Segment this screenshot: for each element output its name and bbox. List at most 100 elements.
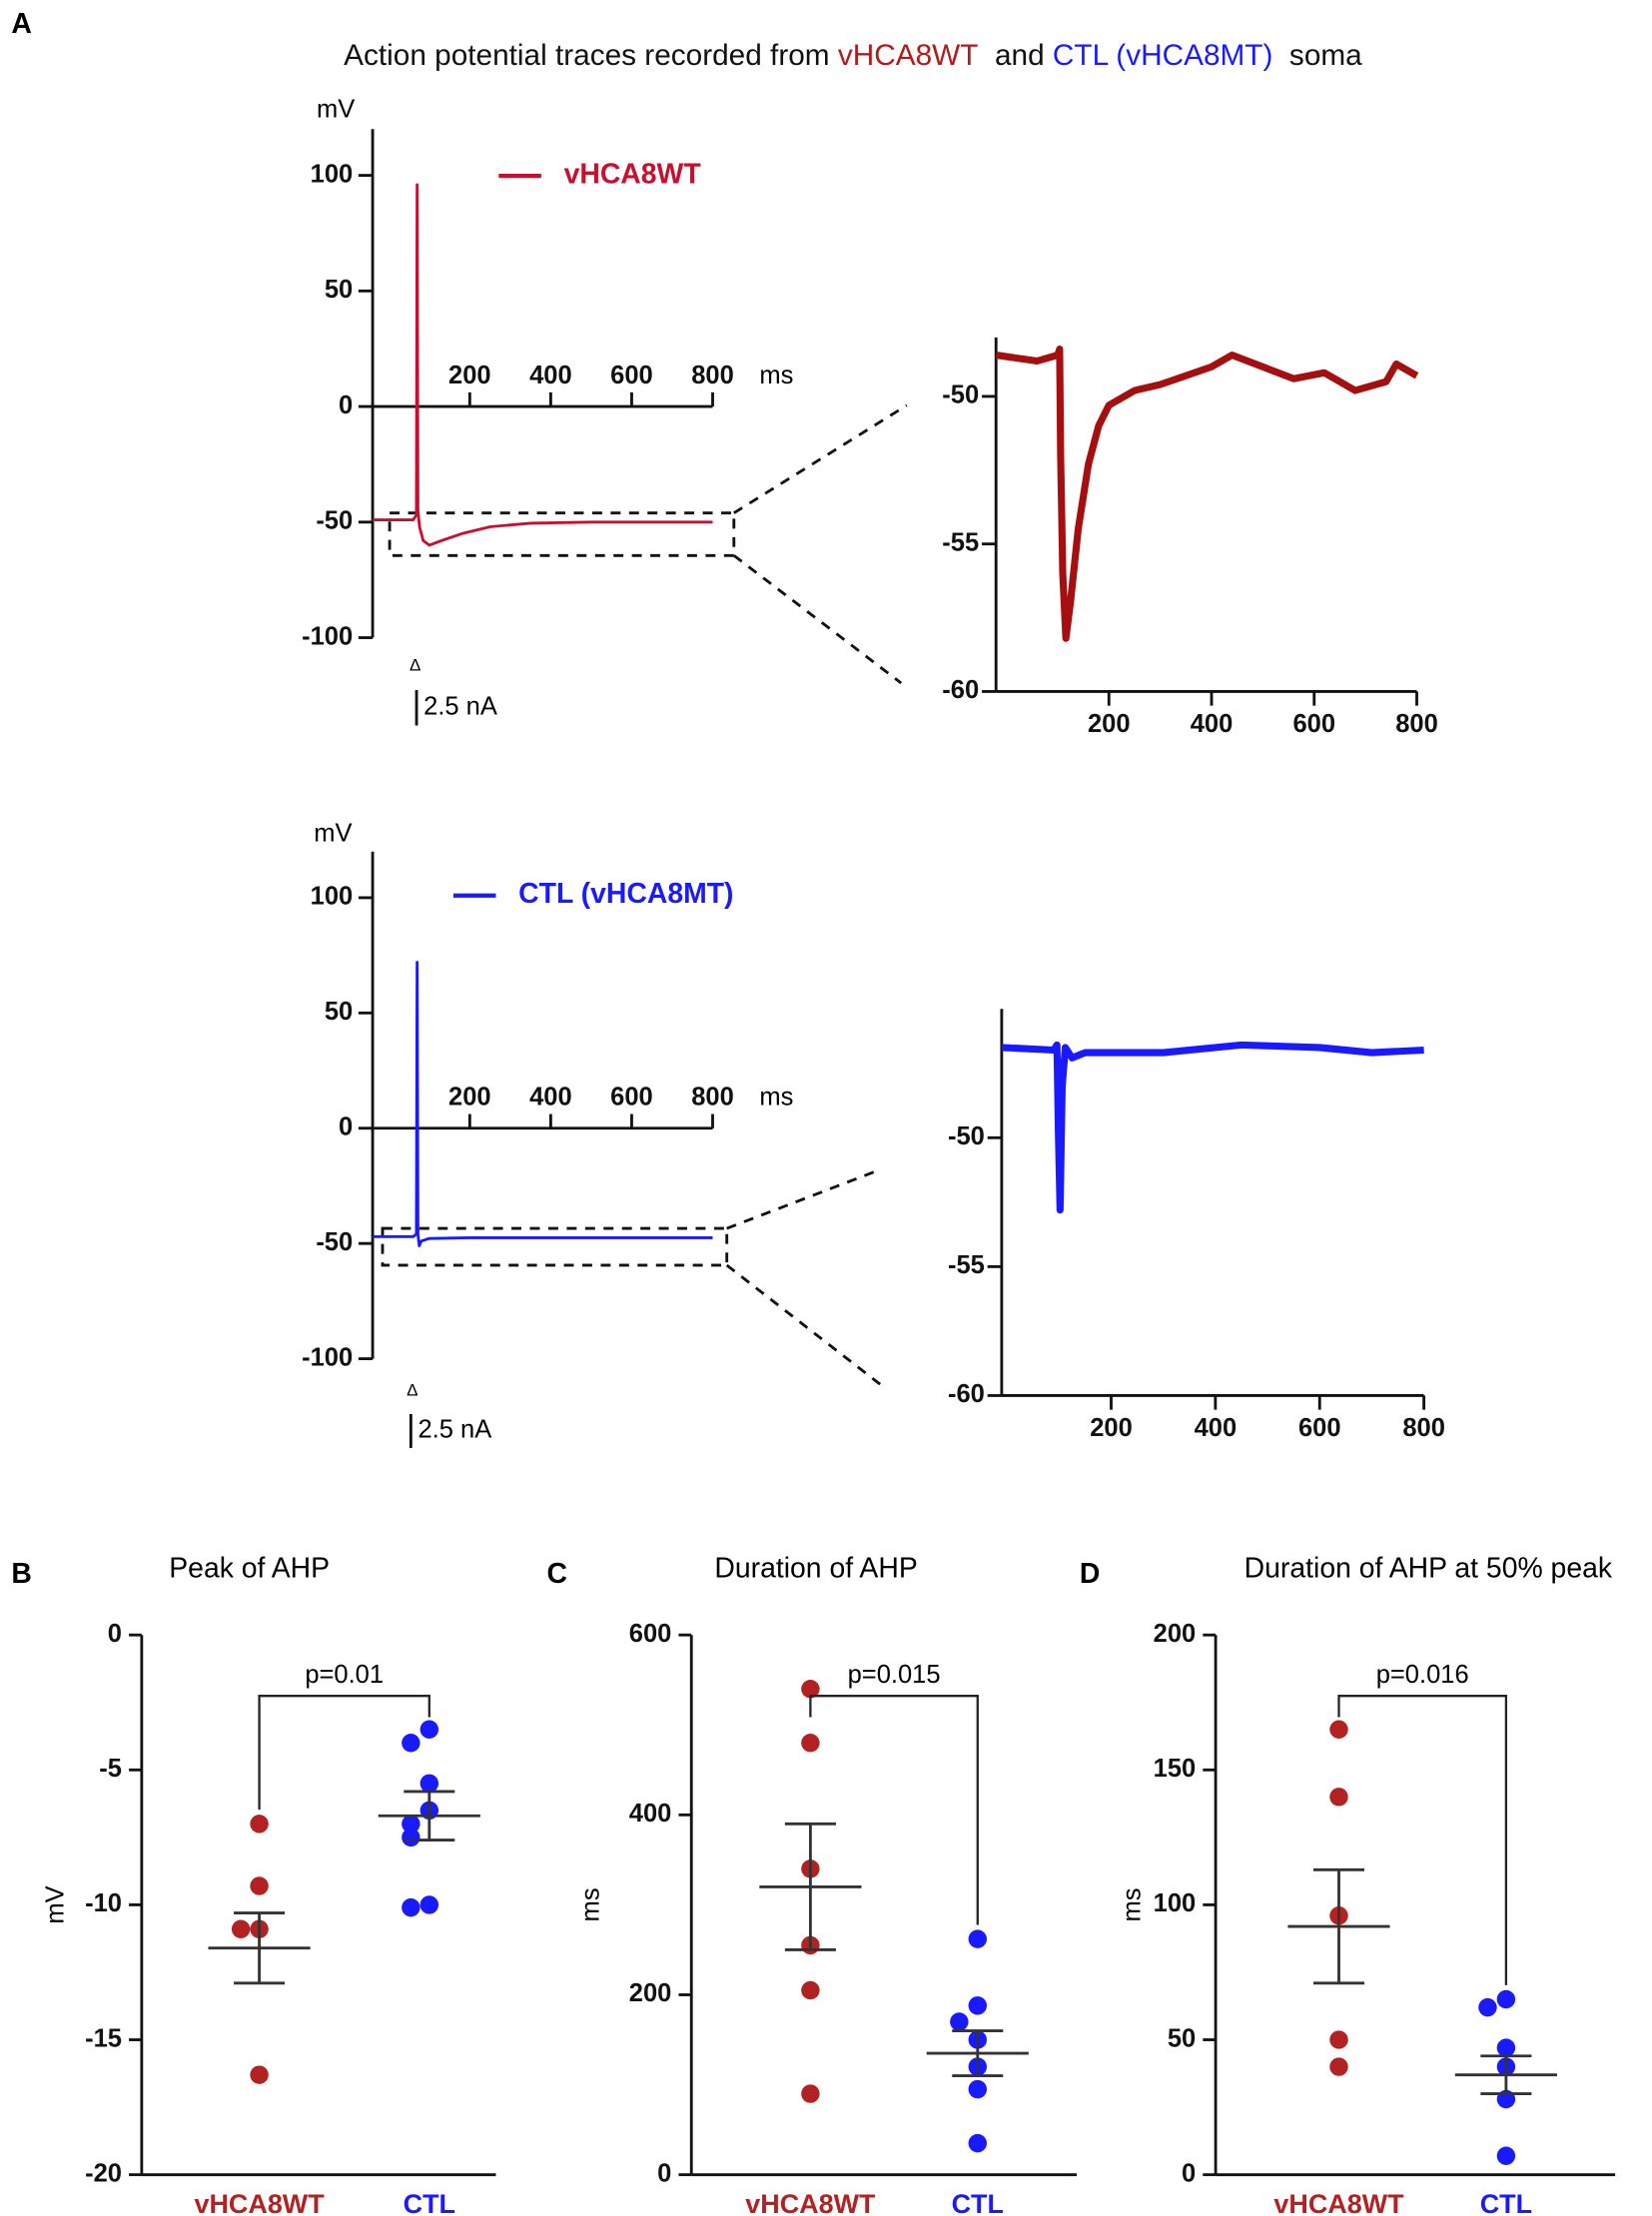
y-tick-label: 0 bbox=[339, 1112, 353, 1140]
y-axis-label: mV bbox=[41, 1885, 69, 1923]
significance-bracket bbox=[1337, 1695, 1508, 1985]
x-tick-label: 200 bbox=[1090, 1414, 1133, 1442]
data-point bbox=[1329, 1720, 1348, 1739]
y-tick-label: 50 bbox=[325, 998, 353, 1026]
x-tick-label: vHCA8WT bbox=[1273, 2189, 1404, 2216]
scale-label: 2.5 nA bbox=[417, 1416, 491, 1444]
data-point bbox=[1329, 1788, 1348, 1807]
panel-label: D bbox=[1080, 1558, 1100, 1590]
x-tick-label: 800 bbox=[1395, 710, 1438, 738]
stimulus-marker: Δ bbox=[410, 655, 420, 674]
p-value: p=0.015 bbox=[848, 1661, 941, 1689]
x-unit: ms bbox=[759, 1084, 793, 1111]
stimulus-marker: Δ bbox=[407, 1381, 417, 1400]
title-part: vHCA8WT bbox=[838, 39, 979, 72]
x-tick-label: 600 bbox=[610, 362, 653, 389]
data-point bbox=[1329, 2030, 1348, 2049]
x-tick-label: vHCA8WT bbox=[745, 2189, 876, 2216]
y-tick-label: 50 bbox=[325, 276, 353, 304]
data-point bbox=[1478, 1997, 1497, 2017]
y-tick-label: 100 bbox=[311, 883, 354, 911]
x-tick-label: CTL bbox=[404, 2189, 455, 2216]
y-tick-label: 100 bbox=[1154, 1889, 1197, 1917]
data-point bbox=[402, 1734, 420, 1753]
x-tick-label: vHCA8WT bbox=[194, 2189, 325, 2216]
zoom-line bbox=[733, 403, 908, 514]
x-tick-label: 400 bbox=[1191, 710, 1234, 738]
y-tick-label: 0 bbox=[108, 1620, 122, 1648]
y-unit: mV bbox=[314, 819, 352, 847]
trace-line bbox=[1001, 1041, 1424, 1214]
trace-line bbox=[373, 961, 713, 1247]
x-unit: ms bbox=[759, 362, 793, 389]
zoom-line bbox=[732, 554, 903, 685]
significance-bracket bbox=[809, 1695, 979, 1925]
y-tick-label: -50 bbox=[942, 381, 979, 409]
y-tick-label: 0 bbox=[657, 2159, 671, 2187]
x-tick-label: 600 bbox=[1298, 1414, 1341, 1442]
x-tick-label: 200 bbox=[1088, 710, 1131, 738]
y-tick-label: 100 bbox=[311, 160, 354, 188]
legend-label: vHCA8WT bbox=[564, 159, 702, 191]
y-tick-label: 200 bbox=[629, 1979, 672, 2007]
chart-title: Peak of AHP bbox=[169, 1552, 330, 1584]
data-point bbox=[250, 1876, 269, 1895]
y-tick-label: -50 bbox=[316, 507, 353, 535]
x-tick-label: 600 bbox=[610, 1084, 653, 1111]
zoom-box bbox=[388, 511, 736, 557]
x-tick-label: 800 bbox=[691, 362, 734, 389]
y-tick-label: 0 bbox=[1182, 2159, 1196, 2187]
y-tick-label: -50 bbox=[948, 1122, 985, 1150]
y-tick-label: -100 bbox=[302, 622, 353, 650]
chart-title: Duration of AHP at 50% peak bbox=[1244, 1552, 1613, 1584]
data-point bbox=[419, 1720, 439, 1739]
p-value: p=0.01 bbox=[305, 1661, 384, 1689]
data-point bbox=[968, 2133, 988, 2153]
x-tick-label: 600 bbox=[1292, 710, 1335, 738]
data-point bbox=[1496, 1989, 1516, 2009]
data-point bbox=[419, 1774, 439, 1794]
data-point bbox=[968, 1996, 988, 2015]
data-point bbox=[1496, 2146, 1516, 2165]
p-value: p=0.016 bbox=[1376, 1661, 1469, 1689]
data-point bbox=[950, 2012, 969, 2031]
y-tick-label: -5 bbox=[99, 1755, 122, 1783]
x-tick-label: 400 bbox=[529, 1084, 572, 1111]
x-tick-label: 400 bbox=[1195, 1414, 1238, 1442]
y-axis-label: ms bbox=[1119, 1887, 1147, 1921]
y-tick-label: -20 bbox=[85, 2159, 122, 2187]
y-tick-label: 600 bbox=[629, 1620, 672, 1648]
x-tick-label: 400 bbox=[529, 362, 572, 389]
data-point bbox=[402, 1815, 420, 1834]
title-part: soma bbox=[1272, 39, 1362, 72]
y-tick-label: -60 bbox=[948, 1380, 985, 1408]
panel-label: C bbox=[547, 1558, 567, 1590]
y-tick-label: -55 bbox=[948, 1251, 985, 1279]
zoom-line bbox=[725, 1263, 887, 1390]
panel-label: B bbox=[11, 1558, 31, 1590]
zoom-box bbox=[381, 1226, 729, 1267]
data-point bbox=[419, 1895, 439, 1914]
y-tick-label: -100 bbox=[302, 1343, 353, 1371]
y-tick-label: -50 bbox=[316, 1228, 353, 1256]
y-tick-label: 0 bbox=[339, 391, 353, 419]
data-point bbox=[968, 1929, 988, 1948]
title-part: CTL (vHCA8MT) bbox=[1053, 39, 1272, 72]
y-unit: mV bbox=[317, 96, 355, 124]
data-point bbox=[1329, 2057, 1348, 2076]
legend-label: CTL (vHCA8MT) bbox=[518, 878, 733, 910]
x-tick-label: 200 bbox=[448, 362, 491, 389]
y-tick-label: -60 bbox=[942, 676, 979, 704]
title-part: and bbox=[978, 39, 1052, 72]
x-tick-label: 200 bbox=[448, 1084, 491, 1111]
data-point bbox=[402, 1897, 420, 1917]
x-tick-label: 800 bbox=[1402, 1414, 1445, 1442]
data-point bbox=[801, 1734, 820, 1753]
zoom-line bbox=[726, 1168, 879, 1230]
figure-title: Action potential traces recorded from vH… bbox=[344, 39, 1362, 72]
scale-label: 2.5 nA bbox=[423, 693, 497, 721]
y-tick-label: 50 bbox=[1168, 2024, 1196, 2052]
y-axis-label: ms bbox=[577, 1887, 605, 1921]
